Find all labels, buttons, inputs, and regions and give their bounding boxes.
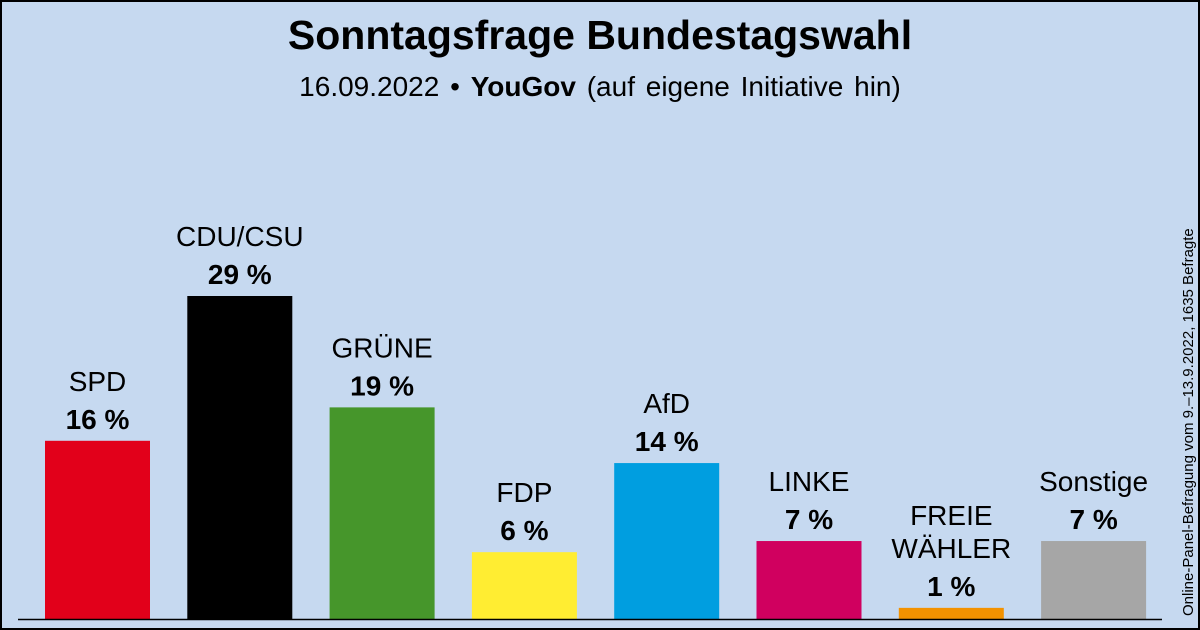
bar-freie-wähler (898, 607, 1004, 619)
value-label: 6 % (500, 515, 548, 546)
category-label: CDU/CSU (176, 221, 304, 252)
category-label: FDP (496, 477, 552, 508)
subtitle-separator: • (450, 71, 460, 102)
bar-fdp (471, 552, 577, 619)
survey-method-note: Online-Panel-Befragung vom 9.–13.9.2022,… (1180, 228, 1197, 616)
bar-sonstige (1041, 541, 1147, 619)
category-label: GRÜNE (332, 332, 433, 363)
chart-subtitle: 16.09.2022 • YouGov (auf eigene Initiati… (2, 71, 1198, 103)
value-label: 7 % (1069, 504, 1117, 535)
bar-spd (45, 440, 150, 619)
category-label: LINKE (769, 466, 850, 497)
category-label: WÄHLER (891, 533, 1011, 564)
value-label: 29 % (208, 259, 272, 290)
category-label: SPD (69, 366, 127, 397)
value-label: 16 % (66, 404, 130, 435)
category-label: AfD (643, 388, 690, 419)
category-label: FREIE (910, 500, 992, 531)
bar-linke (756, 541, 862, 619)
value-label: 7 % (785, 504, 833, 535)
bar-cdu-csu (187, 296, 293, 619)
chart-title: Sonntagsfrage Bundestagswahl (287, 12, 913, 58)
survey-note: (auf eigene Initiative hin) (586, 71, 901, 102)
bar-afd (614, 463, 720, 619)
bar-grüne (329, 407, 435, 619)
value-label: 14 % (635, 426, 699, 457)
value-label: 1 % (927, 571, 975, 602)
category-label: Sonstige (1039, 466, 1148, 497)
value-label: 19 % (350, 370, 414, 401)
survey-date: 16.09.2022 (299, 71, 440, 102)
survey-institute: YouGov (470, 71, 576, 102)
